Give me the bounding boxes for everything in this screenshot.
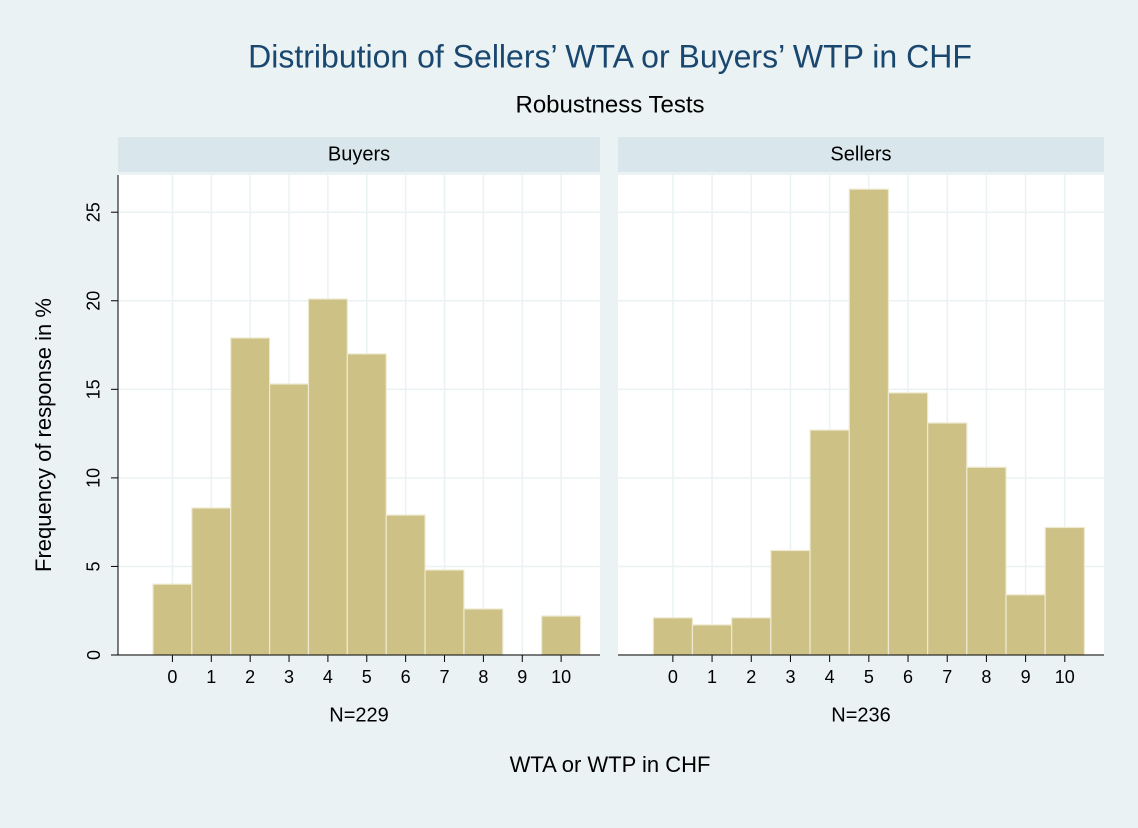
bar	[1005, 594, 1046, 656]
y-tick-label: 5	[84, 561, 104, 571]
bar	[230, 337, 271, 656]
y-tick-label: 10	[84, 468, 104, 488]
bar	[191, 507, 232, 656]
panel-note: N=236	[831, 704, 891, 726]
bar	[731, 617, 772, 656]
bar	[268, 383, 310, 656]
y-tick-label: 0	[84, 650, 104, 660]
x-tick-label: 5	[864, 667, 874, 687]
bar	[541, 615, 582, 656]
x-tick-label: 1	[206, 667, 216, 687]
x-tick-label: 3	[785, 667, 795, 687]
y-axis-label: Frequency of response in %	[31, 298, 56, 572]
bar	[887, 392, 929, 656]
x-tick-label: 5	[362, 667, 372, 687]
bar	[346, 353, 387, 656]
x-tick-label: 8	[478, 667, 488, 687]
bar	[385, 514, 426, 656]
bar	[848, 188, 890, 656]
x-tick-label: 2	[746, 667, 756, 687]
strip	[118, 137, 600, 172]
y-tick-label: 25	[84, 202, 104, 222]
x-tick-label: 7	[942, 667, 952, 687]
bar	[307, 298, 348, 656]
x-tick-label: 6	[401, 667, 411, 687]
bar	[152, 583, 193, 656]
bar	[809, 429, 850, 656]
x-tick-label: 0	[668, 667, 678, 687]
x-tick-label: 7	[440, 667, 450, 687]
x-tick-label: 1	[707, 667, 717, 687]
bar	[691, 624, 733, 656]
x-tick-label: 9	[1021, 667, 1031, 687]
x-tick-label: 8	[981, 667, 991, 687]
y-tick-label: 20	[84, 291, 104, 311]
panel-label: Sellers	[830, 143, 891, 165]
panel-label: Buyers	[328, 143, 390, 165]
bar	[966, 466, 1007, 656]
chart-subtitle: Robustness Tests	[516, 91, 705, 118]
x-tick-label: 6	[903, 667, 913, 687]
x-tick-label: 10	[551, 667, 571, 687]
bar	[424, 569, 465, 656]
x-tick-label: 2	[245, 667, 255, 687]
x-tick-label: 4	[323, 667, 333, 687]
x-tick-label: 0	[167, 667, 177, 687]
bar	[463, 608, 504, 656]
strip	[618, 137, 1104, 172]
x-axis-label: WTA or WTP in CHF	[510, 752, 711, 777]
x-tick-label: 10	[1055, 667, 1075, 687]
bar	[652, 617, 694, 656]
x-tick-label: 3	[284, 667, 294, 687]
panel-note: N=229	[329, 704, 389, 726]
y-tick-label: 15	[84, 379, 104, 399]
bar	[770, 549, 811, 656]
bar	[927, 422, 968, 656]
x-tick-label: 4	[825, 667, 835, 687]
bar	[1044, 526, 1086, 656]
x-tick-label: 9	[517, 667, 527, 687]
chart-title: Distribution of Sellers’ WTA or Buyers’ …	[248, 38, 972, 74]
